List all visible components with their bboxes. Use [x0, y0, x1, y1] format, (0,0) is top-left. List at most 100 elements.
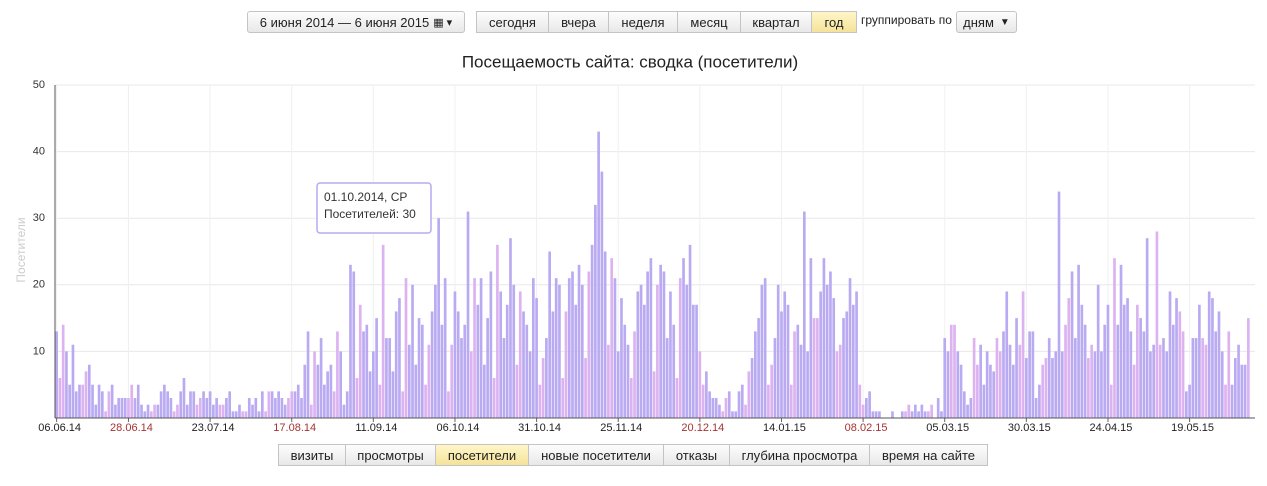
bar — [1129, 331, 1133, 418]
group-label: группировать по — [861, 13, 952, 27]
bar — [1194, 338, 1198, 418]
bar — [185, 404, 189, 418]
x-tick-label: 05.03.15 — [926, 422, 969, 434]
bar — [590, 244, 594, 418]
bar — [411, 284, 414, 418]
bar — [594, 204, 597, 418]
bar — [1139, 318, 1142, 418]
bar — [251, 404, 254, 418]
bar — [796, 324, 800, 418]
period-button[interactable]: неделя — [608, 11, 678, 33]
bar — [179, 391, 183, 418]
bar — [166, 391, 169, 418]
bar — [355, 378, 359, 418]
bar — [231, 411, 235, 418]
bar — [1064, 324, 1067, 418]
bar — [104, 411, 107, 418]
period-button[interactable]: месяц — [677, 11, 741, 33]
period-button[interactable]: сегодня — [476, 11, 549, 33]
bar — [319, 338, 323, 418]
bar — [972, 338, 976, 418]
bar — [1178, 311, 1182, 418]
bar — [789, 384, 793, 418]
bar — [682, 258, 685, 418]
metric-tab[interactable]: просмотры — [345, 444, 436, 466]
bar — [793, 331, 796, 418]
group-dropdown[interactable]: дням ▼ — [956, 11, 1017, 33]
metric-tab[interactable]: время на сайте — [869, 444, 988, 466]
bar — [525, 324, 529, 418]
bar — [372, 351, 375, 418]
metric-tab[interactable]: новые посетители — [528, 444, 664, 466]
period-button[interactable]: вчера — [548, 11, 609, 33]
bar — [1145, 238, 1149, 418]
bar — [74, 391, 78, 418]
bar — [695, 304, 698, 418]
metric-tab[interactable]: визиты — [278, 444, 346, 466]
bar — [1090, 344, 1093, 418]
bar — [394, 311, 398, 418]
dropdown-arrow: ▼ — [999, 16, 1010, 28]
bar — [747, 371, 751, 418]
bar — [339, 351, 343, 418]
bar — [159, 391, 163, 418]
bar — [434, 284, 437, 418]
bar — [1165, 351, 1169, 418]
bar — [316, 364, 320, 418]
bar — [460, 338, 463, 418]
bar — [816, 318, 819, 418]
bar — [678, 278, 682, 418]
bar — [819, 291, 822, 418]
bar — [1207, 291, 1211, 418]
bar — [1184, 391, 1188, 418]
bar — [620, 298, 623, 418]
bar — [874, 411, 878, 418]
tooltip-box — [316, 182, 432, 234]
bar — [225, 398, 228, 418]
bar — [241, 411, 245, 418]
bar — [744, 404, 747, 418]
bar — [966, 404, 969, 418]
period-button[interactable]: год — [811, 11, 857, 33]
bar — [802, 211, 806, 418]
x-tick-label: 20.12.14 — [681, 422, 724, 434]
bar — [848, 278, 852, 418]
y-tick-label: 40 — [33, 146, 45, 158]
bar — [554, 278, 558, 418]
bar — [215, 398, 218, 418]
bar — [522, 311, 525, 418]
date-range-button[interactable]: 6 июня 2014 — 6 июня 2015 ▦ ▾ — [247, 11, 465, 33]
bar — [923, 411, 927, 418]
bar — [904, 411, 907, 418]
bar — [832, 298, 836, 418]
period-button[interactable]: квартал — [740, 11, 812, 33]
bar — [623, 324, 627, 418]
bar — [538, 384, 542, 418]
tooltip-value: Посетителей: 30 — [324, 207, 416, 221]
bar — [1073, 338, 1077, 418]
bar — [574, 304, 578, 418]
bar — [78, 384, 81, 418]
bar — [205, 398, 209, 418]
bar — [1188, 384, 1191, 418]
bar — [956, 351, 960, 418]
bar — [567, 278, 571, 418]
bar — [610, 258, 614, 418]
metric-tab[interactable]: отказы — [663, 444, 730, 466]
bar — [169, 398, 173, 418]
metric-tab[interactable]: глубина просмотра — [729, 444, 870, 466]
bar — [417, 318, 421, 418]
bar — [1227, 331, 1231, 418]
bar — [1247, 318, 1250, 418]
bar — [1162, 338, 1165, 418]
bar — [427, 344, 431, 418]
bar — [861, 404, 865, 418]
bar — [326, 371, 329, 418]
bar — [55, 331, 58, 418]
x-tick-label: 25.11.14 — [600, 422, 642, 434]
metric-tab[interactable]: посетители — [435, 444, 529, 466]
bar — [198, 398, 202, 418]
bar — [1100, 351, 1103, 418]
bar — [1126, 298, 1129, 418]
x-tick-label: 06.10.14 — [437, 422, 480, 434]
